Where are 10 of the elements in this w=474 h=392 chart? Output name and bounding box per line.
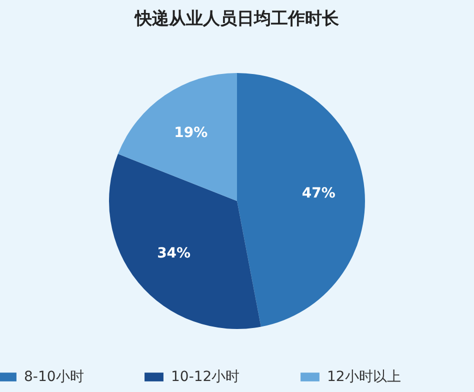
legend-label: 8-10小时 [24,369,84,385]
legend-label: 10-12小时 [171,369,240,385]
chart-title: 快递从业人员日均工作时长 [134,9,340,29]
pie-slice [109,154,261,329]
legend-label: 12小时以上 [327,369,401,385]
data-label: 34% [157,245,191,262]
pie-slice [237,73,365,327]
data-label: 19% [174,125,208,142]
data-label: 47% [302,185,336,202]
pie-slice [118,73,237,201]
